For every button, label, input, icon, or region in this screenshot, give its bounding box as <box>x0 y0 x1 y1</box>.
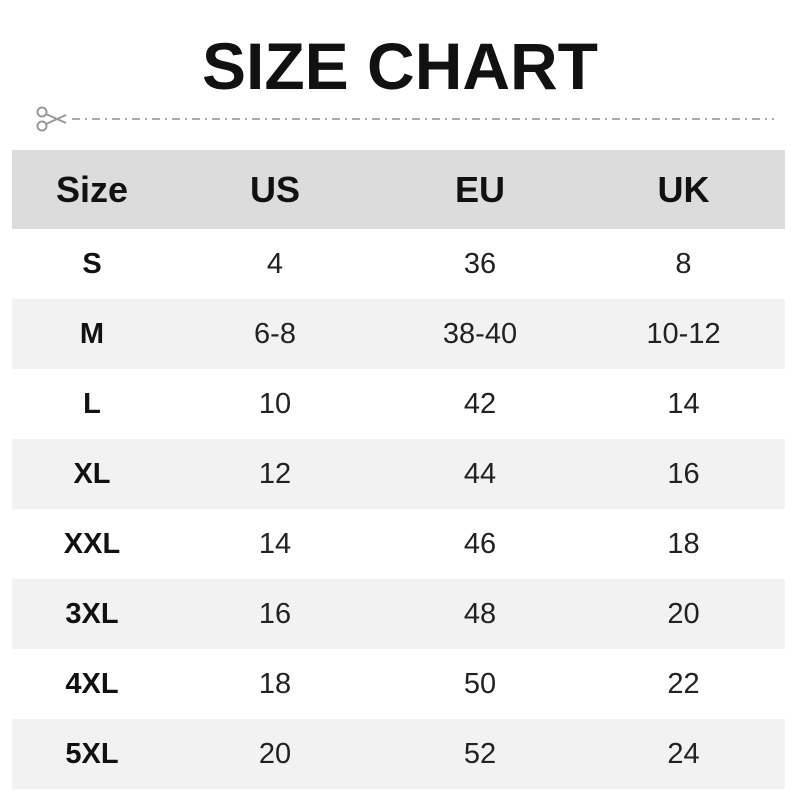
cell-size: XL <box>12 439 172 509</box>
table-row: 5XL 20 52 24 <box>12 719 785 789</box>
cut-line <box>36 106 774 132</box>
column-header-eu: EU <box>378 150 582 229</box>
cell-eu: 42 <box>463 387 497 420</box>
cell-uk: 18 <box>667 527 700 560</box>
cell-us: 20 <box>172 719 378 789</box>
cell-size: 5XL <box>12 719 172 789</box>
cell-uk: 22 <box>667 667 700 700</box>
column-header-uk: UK <box>582 150 785 229</box>
table-row: XL 12 44 16 <box>12 439 785 509</box>
cell-eu: 48 <box>378 579 582 649</box>
table-row: 3XL 16 48 20 <box>12 579 785 649</box>
cell-uk: 24 <box>582 719 785 789</box>
cell-eu: 46 <box>463 527 497 560</box>
cell-uk: 10-12 <box>582 299 785 369</box>
cell-eu: 44 <box>378 439 582 509</box>
column-header-us: US <box>172 150 378 229</box>
cell-uk: 8 <box>675 247 692 280</box>
table-row: S 4 36 8 <box>12 229 785 299</box>
cell-uk: 20 <box>582 579 785 649</box>
page-title: SIZE CHART <box>202 29 598 103</box>
cell-eu: 50 <box>463 667 497 700</box>
table-row: L 10 42 14 <box>12 369 785 439</box>
table-row: 4XL 18 50 22 <box>12 649 785 719</box>
cell-size: M <box>12 299 172 369</box>
cell-us: 10 <box>258 387 292 420</box>
cell-eu: 52 <box>378 719 582 789</box>
scissors-icon <box>36 106 67 132</box>
table-header: Size US EU UK <box>12 150 785 229</box>
cell-us: 6-8 <box>172 299 378 369</box>
cell-uk: 16 <box>582 439 785 509</box>
size-table: Size US EU UK S 4 36 8 M 6-8 38-40 10-12 L 10 42 14 XL 1… <box>12 150 785 789</box>
cell-eu: 38-40 <box>378 299 582 369</box>
cell-us: 18 <box>258 667 292 700</box>
cell-size: L <box>83 387 101 420</box>
cell-us: 14 <box>258 527 292 560</box>
cell-eu: 36 <box>463 247 497 280</box>
column-header-size: Size <box>12 150 172 229</box>
cell-size: 3XL <box>12 579 172 649</box>
cell-us: 16 <box>172 579 378 649</box>
cell-size: 4XL <box>65 667 119 700</box>
cell-size: XXL <box>63 527 121 560</box>
cell-uk: 14 <box>667 387 700 420</box>
cell-us: 4 <box>266 247 284 280</box>
table-row: XXL 14 46 18 <box>12 509 785 579</box>
table-row: M 6-8 38-40 10-12 <box>12 299 785 369</box>
cell-us: 12 <box>172 439 378 509</box>
cell-size: S <box>82 247 102 280</box>
